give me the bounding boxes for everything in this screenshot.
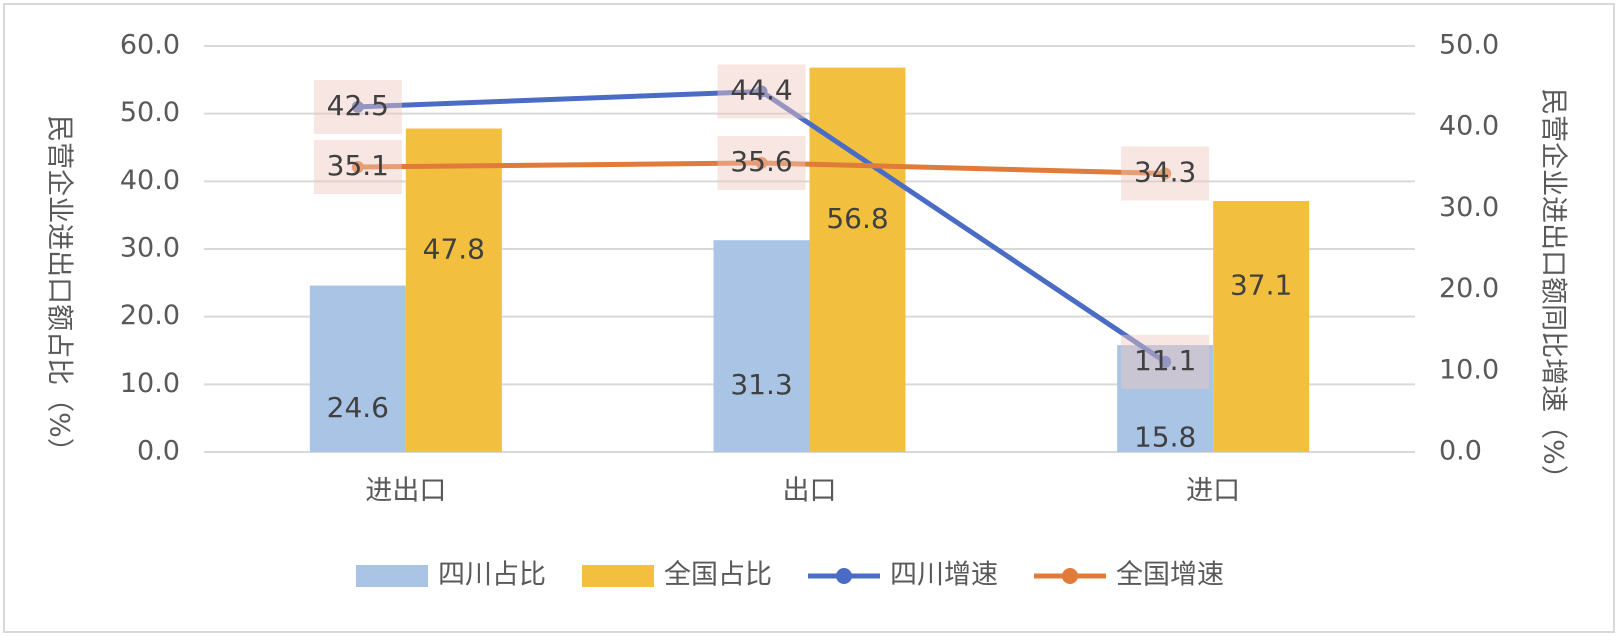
- y2-tick-label: 50.0: [1439, 30, 1499, 61]
- legend-label: 全国增速: [1116, 560, 1224, 591]
- data-label: 35.1: [327, 149, 389, 182]
- data-label: 31.3: [730, 368, 792, 401]
- data-label: 11.1: [1134, 344, 1196, 377]
- legend-swatch: [582, 565, 654, 587]
- marker: [755, 156, 768, 169]
- marker: [1159, 355, 1172, 368]
- legend-swatch: [1062, 568, 1078, 584]
- legend-label: 四川占比: [438, 560, 546, 591]
- y2-tick-label: 0.0: [1439, 436, 1482, 467]
- data-label: 42.5: [327, 89, 389, 122]
- x-tick-label: 进口: [1186, 476, 1240, 507]
- y-tick-label: 50.0: [120, 97, 180, 128]
- bar: [309, 285, 406, 452]
- data-label: 15.8: [1134, 421, 1196, 454]
- legend-label: 四川增速: [890, 560, 998, 591]
- data-label-bg: [313, 79, 402, 134]
- y2-tick-label: 20.0: [1439, 273, 1499, 304]
- marker: [1159, 167, 1172, 180]
- marker: [755, 85, 768, 98]
- y2-axis-title: 民营企业进出口额同比增速（%）: [1538, 88, 1569, 492]
- y-tick-label: 20.0: [120, 300, 180, 331]
- bar: [1213, 200, 1310, 452]
- bar: [405, 128, 502, 452]
- data-label-bg: [717, 64, 806, 119]
- legend-swatch: [356, 565, 428, 587]
- x-tick-label: 出口: [783, 476, 837, 507]
- data-label: 24.6: [327, 391, 389, 424]
- data-label: 35.6: [730, 145, 792, 178]
- x-tick-label: 进出口: [365, 476, 446, 507]
- data-label: 47.8: [423, 232, 485, 265]
- bar: [809, 67, 906, 453]
- data-label-bg: [1121, 334, 1210, 389]
- data-label: 34.3: [1134, 155, 1196, 188]
- data-label-bg: [1121, 146, 1210, 201]
- y2-tick-label: 10.0: [1439, 354, 1499, 385]
- marker: [351, 100, 364, 113]
- y-tick-label: 40.0: [120, 165, 180, 196]
- y-tick-label: 0.0: [137, 436, 180, 467]
- marker: [351, 160, 364, 173]
- y-tick-label: 60.0: [120, 30, 180, 61]
- data-label: 37.1: [1230, 268, 1292, 301]
- legend-swatch: [836, 568, 852, 584]
- y-tick-label: 10.0: [120, 368, 180, 399]
- data-label-bg: [313, 139, 402, 194]
- legend-label: 全国占比: [664, 560, 772, 591]
- y2-tick-label: 30.0: [1439, 192, 1499, 223]
- y2-tick-label: 40.0: [1439, 111, 1499, 142]
- bar: [713, 240, 810, 452]
- y-tick-label: 30.0: [120, 233, 180, 264]
- y-axis-title: 民营企业进出口额占比（%）: [44, 115, 75, 465]
- data-label: 56.8: [826, 202, 888, 235]
- data-label-bg: [717, 135, 806, 190]
- data-label: 44.4: [730, 73, 792, 106]
